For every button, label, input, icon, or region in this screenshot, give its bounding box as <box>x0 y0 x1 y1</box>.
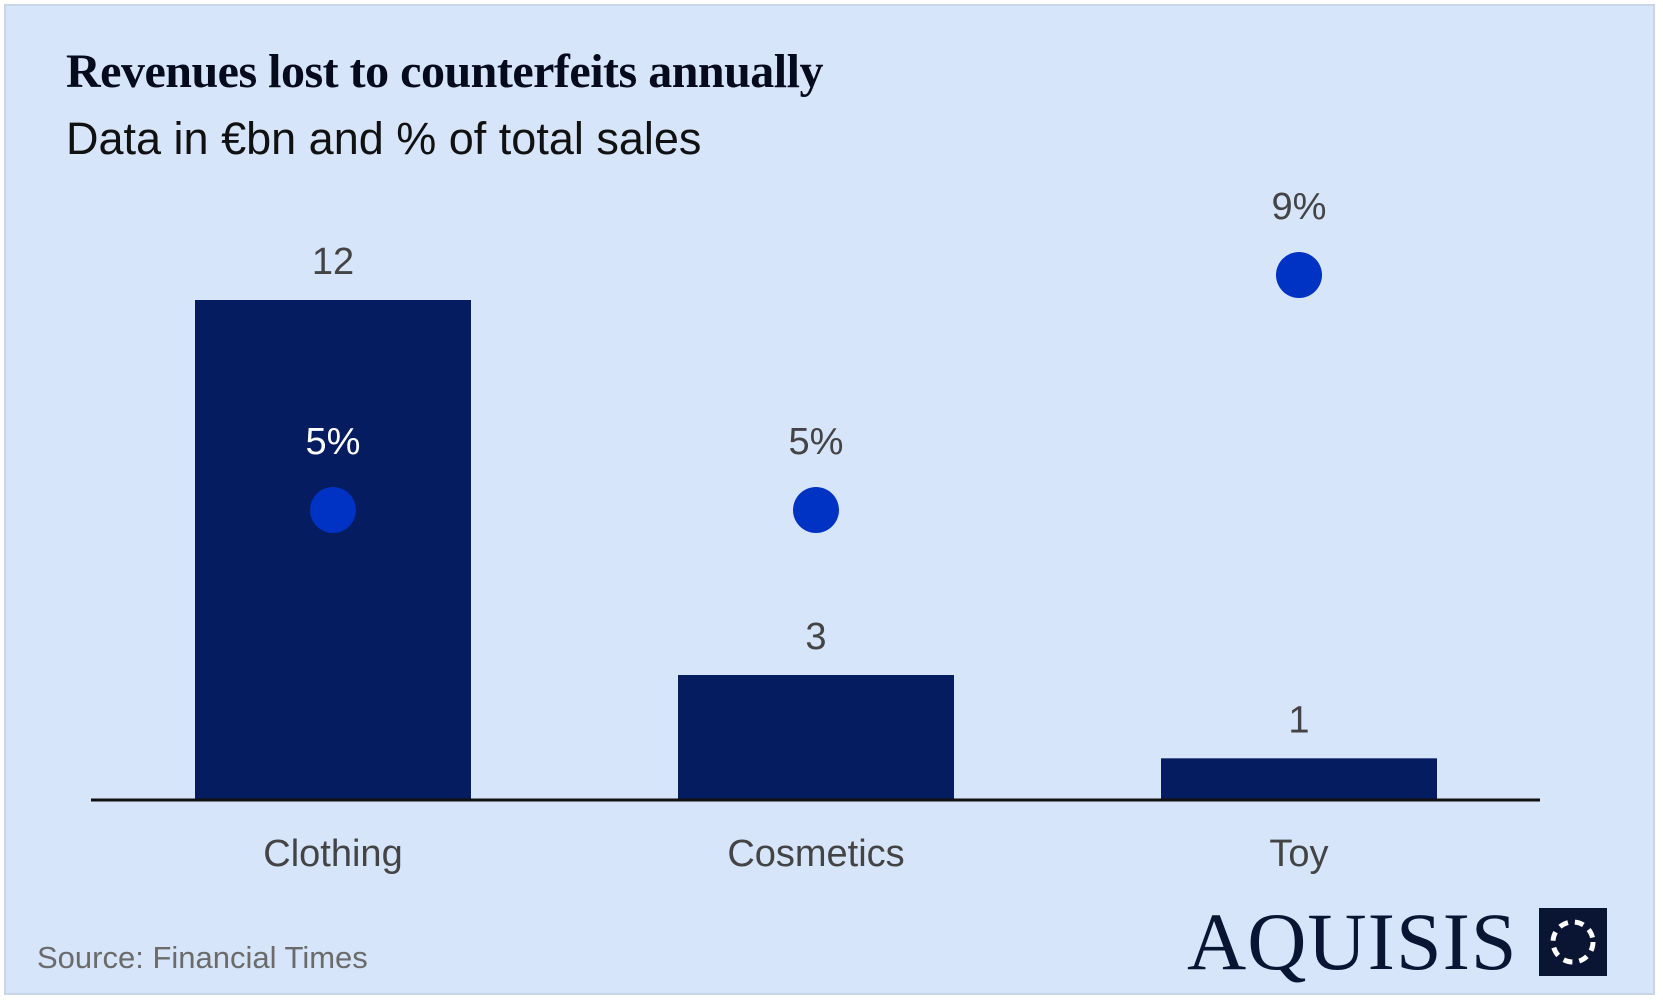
pct-dot-cosmetics <box>793 487 839 533</box>
x-tick-label-cosmetics: Cosmetics <box>727 833 904 875</box>
bar-clothing <box>195 300 471 800</box>
pct-dot-clothing <box>310 487 356 533</box>
x-tick-label-toy: Toy <box>1269 833 1328 875</box>
pct-dot-toy <box>1276 252 1322 298</box>
pct-label-clothing: 5% <box>306 421 361 463</box>
bar-toy <box>1161 758 1437 800</box>
bar-label-toy: 1 <box>1288 699 1309 741</box>
dashed-circle-square-icon <box>1539 908 1608 976</box>
source-note: Source: Financial Times <box>37 940 368 975</box>
pct-label-toy: 9% <box>1272 186 1327 228</box>
bar-label-clothing: 12 <box>312 241 354 283</box>
x-tick-label-clothing: Clothing <box>263 833 402 875</box>
chart-subtitle: Data in €bn and % of total sales <box>66 113 702 164</box>
pct-label-cosmetics: 5% <box>789 421 844 463</box>
chart-title: Revenues lost to counterfeits annually <box>66 45 823 98</box>
brand-logo-text: AQUISIS <box>1187 896 1518 987</box>
bar-cosmetics <box>678 675 954 800</box>
bar-label-cosmetics: 3 <box>805 616 826 658</box>
brand-logo: AQUISIS <box>1187 896 1608 987</box>
